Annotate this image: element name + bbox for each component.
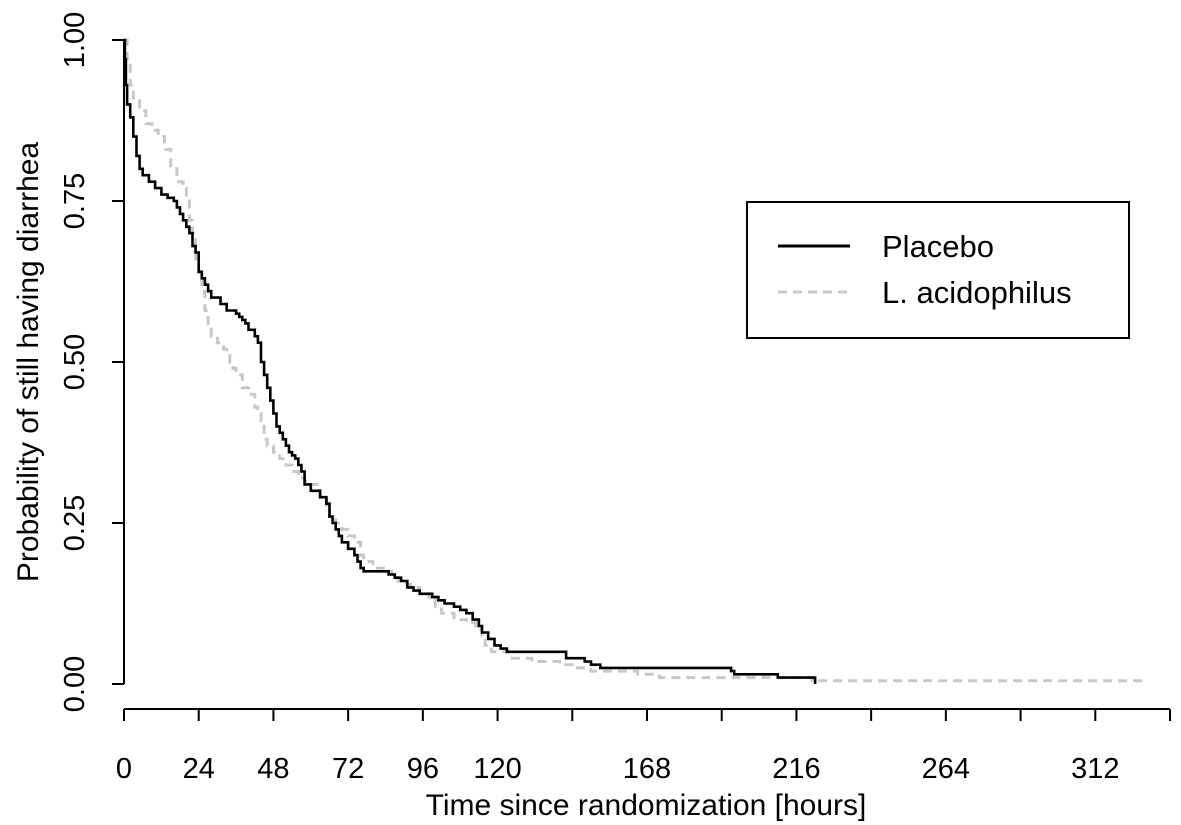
- x-axis-title: Time since randomization [hours]: [426, 789, 867, 822]
- y-tick-label: 0.75: [59, 173, 91, 229]
- legend-label-placebo: Placebo: [882, 229, 994, 264]
- x-tick-label: 168: [623, 753, 671, 785]
- x-tick-label: 96: [407, 753, 439, 785]
- x-tick-label: 72: [332, 753, 364, 785]
- x-tick-label: 312: [1071, 753, 1119, 785]
- x-tick-label: 120: [473, 753, 521, 785]
- x-tick-label: 48: [257, 753, 289, 785]
- y-tick-label: 0.25: [59, 495, 91, 551]
- x-tick-label: 216: [772, 753, 820, 785]
- legend-box: [746, 201, 1130, 339]
- x-tick-label: 0: [116, 753, 132, 785]
- x-tick-label: 24: [183, 753, 215, 785]
- y-tick-label: 0.50: [59, 334, 91, 390]
- axes-layer: 0.00 0.25 0.50 0.75 1.00 0 24 48 72 96 120 168 216 26…: [59, 12, 1171, 785]
- legend-label-acidophilus: L. acidophilus: [882, 275, 1072, 310]
- series-layer: [123, 38, 1149, 684]
- series-line-placebo: [123, 38, 817, 684]
- y-tick-label: 0.00: [59, 656, 91, 712]
- series-line-l-acidophilus: [124, 38, 1149, 683]
- legend: Placebo L. acidophilus: [746, 201, 1130, 339]
- y-tick-label: 1.00: [59, 12, 91, 68]
- x-tick-label: 264: [922, 753, 970, 785]
- y-axis-title: Probability of still having diarrhea: [12, 142, 45, 583]
